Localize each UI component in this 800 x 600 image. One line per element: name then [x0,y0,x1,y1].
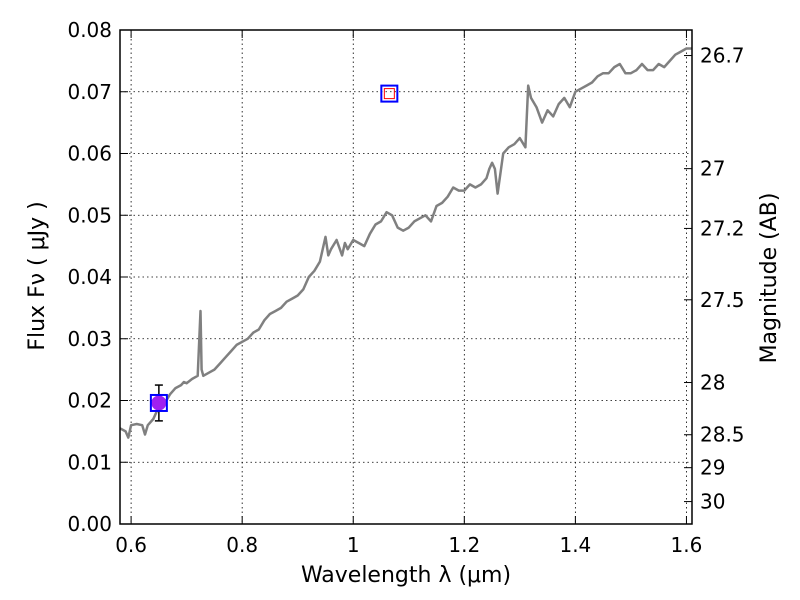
data-point-square-inner [383,88,395,100]
data-point-circle [151,395,167,411]
data-point-square [380,84,399,103]
y-tick-label: 0.05 [67,203,112,227]
y-tick-label: 0.08 [67,18,112,42]
y-tick-label: 0.00 [67,512,112,536]
x-tick-label: 1.2 [448,533,480,557]
y2-tick-label: 30 [700,490,725,514]
y-tick-label: 0.04 [67,265,112,289]
y2-tick-label: 27.5 [700,288,745,312]
y-tick-label: 0.07 [67,80,112,104]
grid [120,29,692,525]
y2-axis-label: Magnitude (AB) [757,193,782,364]
y-tick-label: 0.03 [67,327,112,351]
data-point-square [149,393,168,412]
x-tick-label: 0.6 [115,533,147,557]
spectrum-series [119,47,692,439]
axis-ticks: 0.6 0.8 1 1.2 1.4 1.6 0.00 0.01 0.02 0.03 0.04 0.05… [67,18,744,557]
y-tick-label: 0.01 [67,450,112,474]
y2-tick-label: 26.7 [700,44,745,68]
y-axis-label: Flux Fν ( μJy ) [25,201,50,350]
y-tick-label: 0.02 [67,389,112,413]
y2-tick-label: 28 [700,371,725,395]
x-tick-label: 0.8 [226,533,258,557]
y2-tick-label: 29 [700,456,725,480]
y-tick-label: 0.06 [67,142,112,166]
y2-tick-label: 27 [700,157,725,181]
y2-tick-label: 27.2 [700,216,745,240]
x-tick-label: 1 [347,533,360,557]
photometry-points [149,84,399,422]
x-axis-label: Wavelength λ (μm) [301,563,511,588]
spectrum-line [119,47,692,439]
y2-tick-label: 28.5 [700,423,745,447]
x-tick-label: 1.6 [671,533,703,557]
x-tick-label: 1.4 [559,533,591,557]
